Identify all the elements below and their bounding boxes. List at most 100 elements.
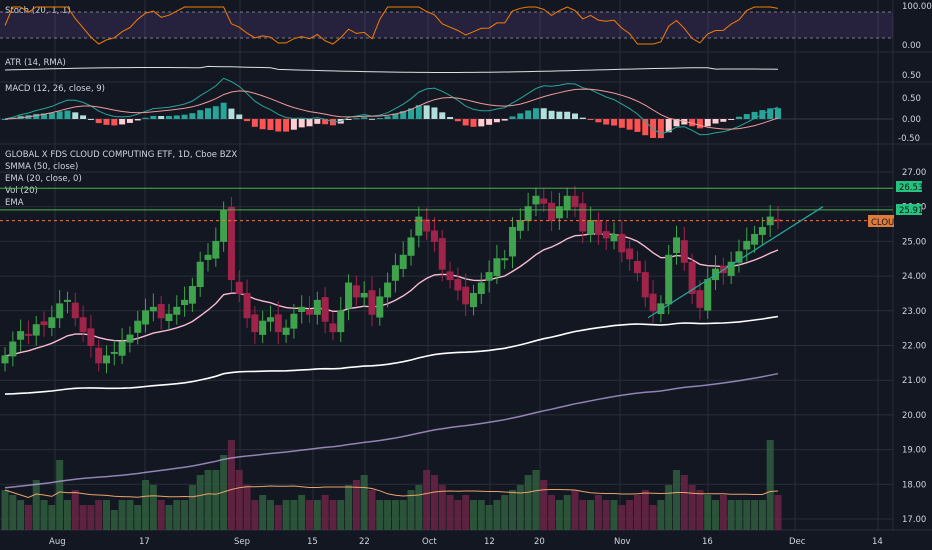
volume-bar [110,510,118,530]
candle-body [532,195,540,205]
macd-histogram-bar [197,110,204,119]
candle-body [282,327,290,335]
macd-histogram-bar [212,106,219,119]
candle [87,314,95,358]
candle [579,191,587,244]
candle [48,305,56,337]
candle [423,207,431,240]
volume-bar [149,485,157,530]
macd-histogram-bar [478,119,485,127]
candle [696,280,704,320]
macd-histogram-bar [283,119,290,132]
candle-body [63,299,71,302]
candle [103,345,111,374]
indicator-vol: Vol (20) [5,186,38,196]
macd-histogram-bar [509,116,516,119]
macd-histogram-bar [696,119,703,129]
volume-bar [766,440,774,530]
candle-body [204,254,212,260]
volume-bar [352,480,360,530]
stoch-line [4,6,779,45]
macd-histogram-bar [501,119,508,121]
volume-bar [87,505,95,530]
macd-histogram-bar [587,119,594,120]
volume-bar [501,495,509,530]
macd-histogram-bar [657,119,664,139]
volume-bar [188,485,196,530]
macd-pane[interactable] [0,77,893,139]
stoch-pane[interactable] [0,6,893,45]
volume-bar [516,485,524,530]
candle-body [493,258,501,276]
macd-histogram-bar [80,115,87,119]
candle-body [423,219,431,232]
candle [235,270,243,303]
candle [259,310,267,344]
candle [672,225,680,265]
macd-histogram-bar [423,105,430,119]
volume-bar [469,500,477,530]
volume-bar [672,470,680,530]
volume-bar [266,500,274,530]
macd-histogram-bar [48,112,55,119]
candle [602,221,610,251]
candle [469,284,477,316]
price-tick: 25.00 [902,237,926,247]
candle [540,188,548,212]
volume-bar [9,495,17,530]
candle-body [563,195,571,210]
stoch-tick-0: 0.00 [902,41,921,51]
price-tick: 24.00 [902,272,926,282]
candle [594,211,602,245]
candle-body [548,202,556,222]
candle-body [446,271,454,281]
macd-histogram-bar [119,119,126,125]
macd-histogram-bar [306,119,313,127]
indicator-ema20: EMA (20, close, 0) [5,174,82,184]
volume-bar [399,500,407,530]
macd-histogram-bar [392,113,399,119]
candle-body [571,195,579,208]
volume-bar [142,480,150,530]
volume-bar [438,485,446,530]
candle-body [290,313,298,329]
macd-histogram-bar [571,113,578,119]
candle-body [251,314,259,333]
candle [149,293,157,322]
macd-histogram-bar [111,119,118,126]
macd-histogram-bar [564,111,571,119]
indicator-smma: SMMA (50, close) [5,162,78,172]
candle-body [212,240,220,259]
candle [165,303,173,330]
candle [173,295,181,325]
time-axis-label: 16 [702,537,713,547]
price-tick: 21.00 [902,376,926,386]
volume-bar [712,500,720,530]
volume-bar [633,495,641,530]
candle-body [368,290,376,315]
candle-body [633,261,641,274]
candle-body [142,310,150,325]
volume-bar [103,500,111,530]
volume-bar [212,470,220,530]
atr-pane[interactable] [4,65,779,73]
volume-bar [462,495,470,530]
candle [368,276,376,327]
candle [555,192,563,230]
candle-body [399,254,407,269]
volume-bar [173,500,181,530]
price-pane[interactable] [0,185,893,530]
candle [446,261,454,289]
candle [134,310,142,345]
volume-bar [321,495,329,530]
macd-histogram-bar [314,119,321,124]
macd-histogram-bar [298,119,305,128]
volume-bar [649,505,657,530]
candle-body [469,292,477,308]
macd-histogram-bar [704,119,711,127]
macd-histogram-bar [322,119,329,125]
candle-body [758,227,766,235]
candle [352,275,360,306]
macd-histogram-bar [244,119,251,122]
